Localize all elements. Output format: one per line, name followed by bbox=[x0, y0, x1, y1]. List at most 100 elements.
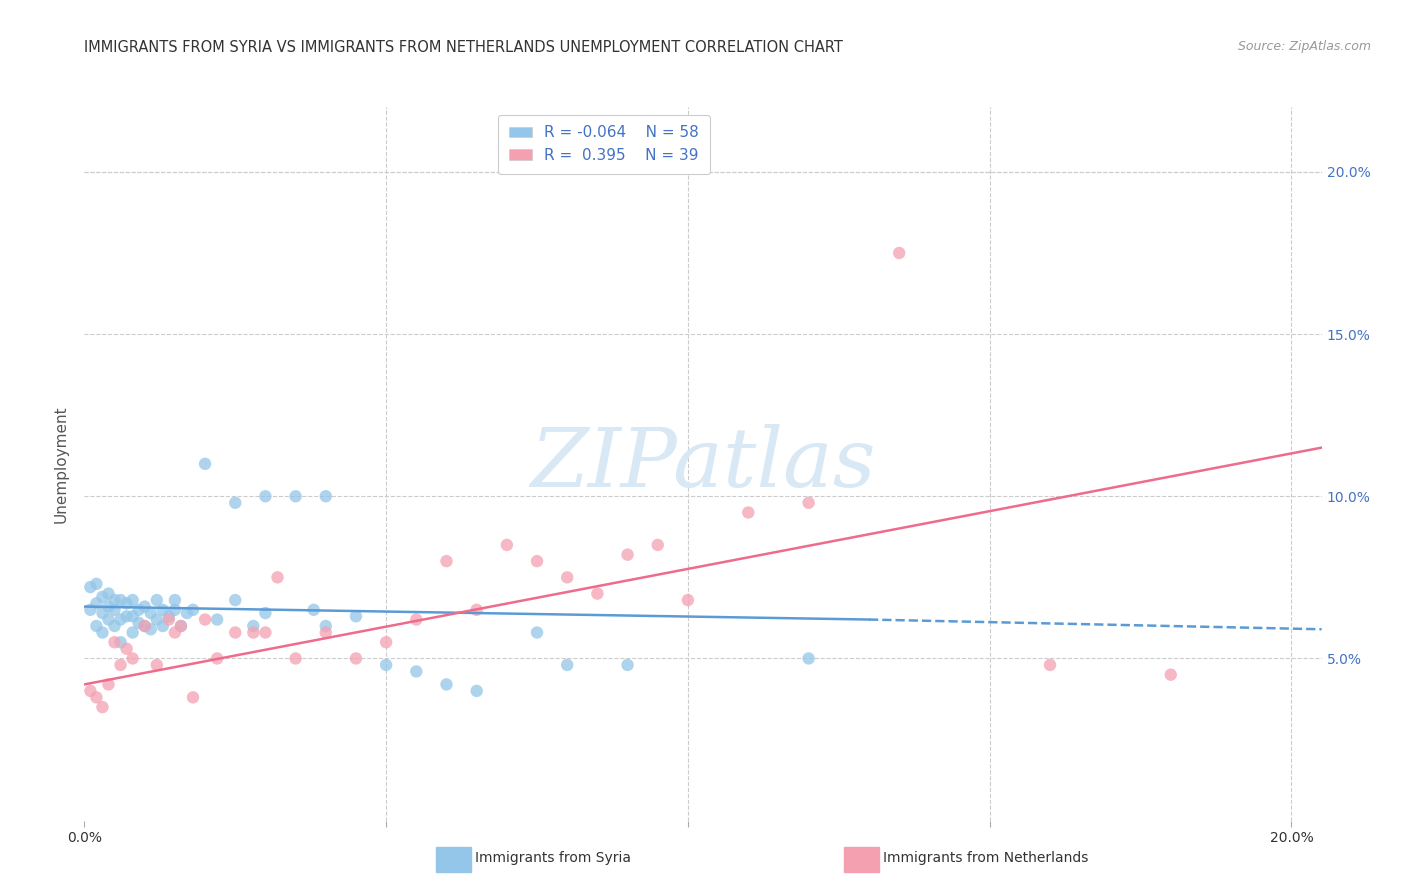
Point bbox=[194, 457, 217, 471]
Point bbox=[254, 625, 277, 640]
Point bbox=[128, 615, 150, 630]
Point bbox=[616, 548, 638, 562]
Point bbox=[97, 586, 120, 600]
Point bbox=[121, 609, 143, 624]
Point bbox=[91, 700, 114, 714]
Point bbox=[115, 596, 138, 610]
Point bbox=[110, 613, 132, 627]
Point bbox=[315, 625, 337, 640]
Point bbox=[555, 570, 578, 584]
Point bbox=[146, 657, 169, 672]
Point bbox=[526, 625, 548, 640]
Point bbox=[115, 641, 138, 656]
Point bbox=[176, 606, 198, 620]
Point bbox=[110, 593, 132, 607]
Point bbox=[170, 619, 193, 633]
Point bbox=[91, 590, 114, 604]
Point bbox=[315, 619, 337, 633]
Text: Source: ZipAtlas.com: Source: ZipAtlas.com bbox=[1237, 40, 1371, 54]
Point bbox=[157, 609, 180, 624]
Point bbox=[344, 609, 367, 624]
Point bbox=[224, 625, 246, 640]
Point bbox=[157, 613, 180, 627]
Point bbox=[110, 635, 132, 649]
Point bbox=[121, 593, 143, 607]
Point bbox=[405, 613, 427, 627]
Point bbox=[86, 596, 108, 610]
Point bbox=[344, 651, 367, 665]
Point bbox=[1039, 657, 1062, 672]
Point bbox=[128, 603, 150, 617]
Point bbox=[266, 570, 288, 584]
Point bbox=[146, 613, 169, 627]
Point bbox=[103, 603, 125, 617]
Point bbox=[152, 603, 174, 617]
Point bbox=[152, 619, 174, 633]
Point bbox=[526, 554, 548, 568]
Point bbox=[103, 619, 125, 633]
Point bbox=[676, 593, 699, 607]
Point bbox=[97, 599, 120, 614]
Point bbox=[465, 684, 488, 698]
Point bbox=[224, 593, 246, 607]
Point bbox=[436, 554, 458, 568]
Point bbox=[797, 496, 820, 510]
Point bbox=[181, 603, 204, 617]
Point bbox=[647, 538, 669, 552]
Point bbox=[134, 599, 156, 614]
Point bbox=[405, 665, 427, 679]
Y-axis label: Unemployment: Unemployment bbox=[53, 405, 69, 523]
Point bbox=[121, 625, 143, 640]
Point bbox=[110, 657, 132, 672]
Point bbox=[889, 246, 911, 260]
Point bbox=[163, 625, 186, 640]
Point bbox=[79, 603, 101, 617]
Point bbox=[302, 603, 325, 617]
Point bbox=[315, 489, 337, 503]
Point bbox=[465, 603, 488, 617]
Point bbox=[79, 580, 101, 594]
Point bbox=[616, 657, 638, 672]
Point bbox=[139, 606, 162, 620]
Point bbox=[194, 613, 217, 627]
Point bbox=[79, 684, 101, 698]
Point bbox=[586, 586, 609, 600]
Point bbox=[181, 690, 204, 705]
Point bbox=[1160, 667, 1182, 681]
Text: ZIPatlas: ZIPatlas bbox=[530, 424, 876, 504]
Point bbox=[797, 651, 820, 665]
Point bbox=[254, 489, 277, 503]
Point bbox=[284, 489, 307, 503]
Point bbox=[284, 651, 307, 665]
Point bbox=[163, 603, 186, 617]
Point bbox=[254, 606, 277, 620]
Point bbox=[242, 625, 264, 640]
Legend: R = -0.064    N = 58, R =  0.395    N = 39: R = -0.064 N = 58, R = 0.395 N = 39 bbox=[498, 115, 710, 174]
Point bbox=[139, 622, 162, 636]
Point bbox=[86, 619, 108, 633]
Point bbox=[555, 657, 578, 672]
Point bbox=[97, 677, 120, 691]
Point bbox=[205, 613, 228, 627]
Point bbox=[97, 613, 120, 627]
Point bbox=[375, 657, 398, 672]
Point bbox=[375, 635, 398, 649]
Point bbox=[103, 635, 125, 649]
Text: IMMIGRANTS FROM SYRIA VS IMMIGRANTS FROM NETHERLANDS UNEMPLOYMENT CORRELATION CH: IMMIGRANTS FROM SYRIA VS IMMIGRANTS FROM… bbox=[84, 40, 844, 55]
Text: Immigrants from Syria: Immigrants from Syria bbox=[475, 851, 631, 865]
Point bbox=[242, 619, 264, 633]
Point bbox=[170, 619, 193, 633]
Point bbox=[205, 651, 228, 665]
Point bbox=[115, 609, 138, 624]
Point bbox=[495, 538, 517, 552]
Point bbox=[134, 619, 156, 633]
Point bbox=[224, 496, 246, 510]
Point bbox=[103, 593, 125, 607]
Point bbox=[737, 506, 759, 520]
Point bbox=[121, 651, 143, 665]
Point bbox=[436, 677, 458, 691]
Point bbox=[146, 593, 169, 607]
Point bbox=[134, 619, 156, 633]
Point bbox=[91, 606, 114, 620]
Point bbox=[91, 625, 114, 640]
